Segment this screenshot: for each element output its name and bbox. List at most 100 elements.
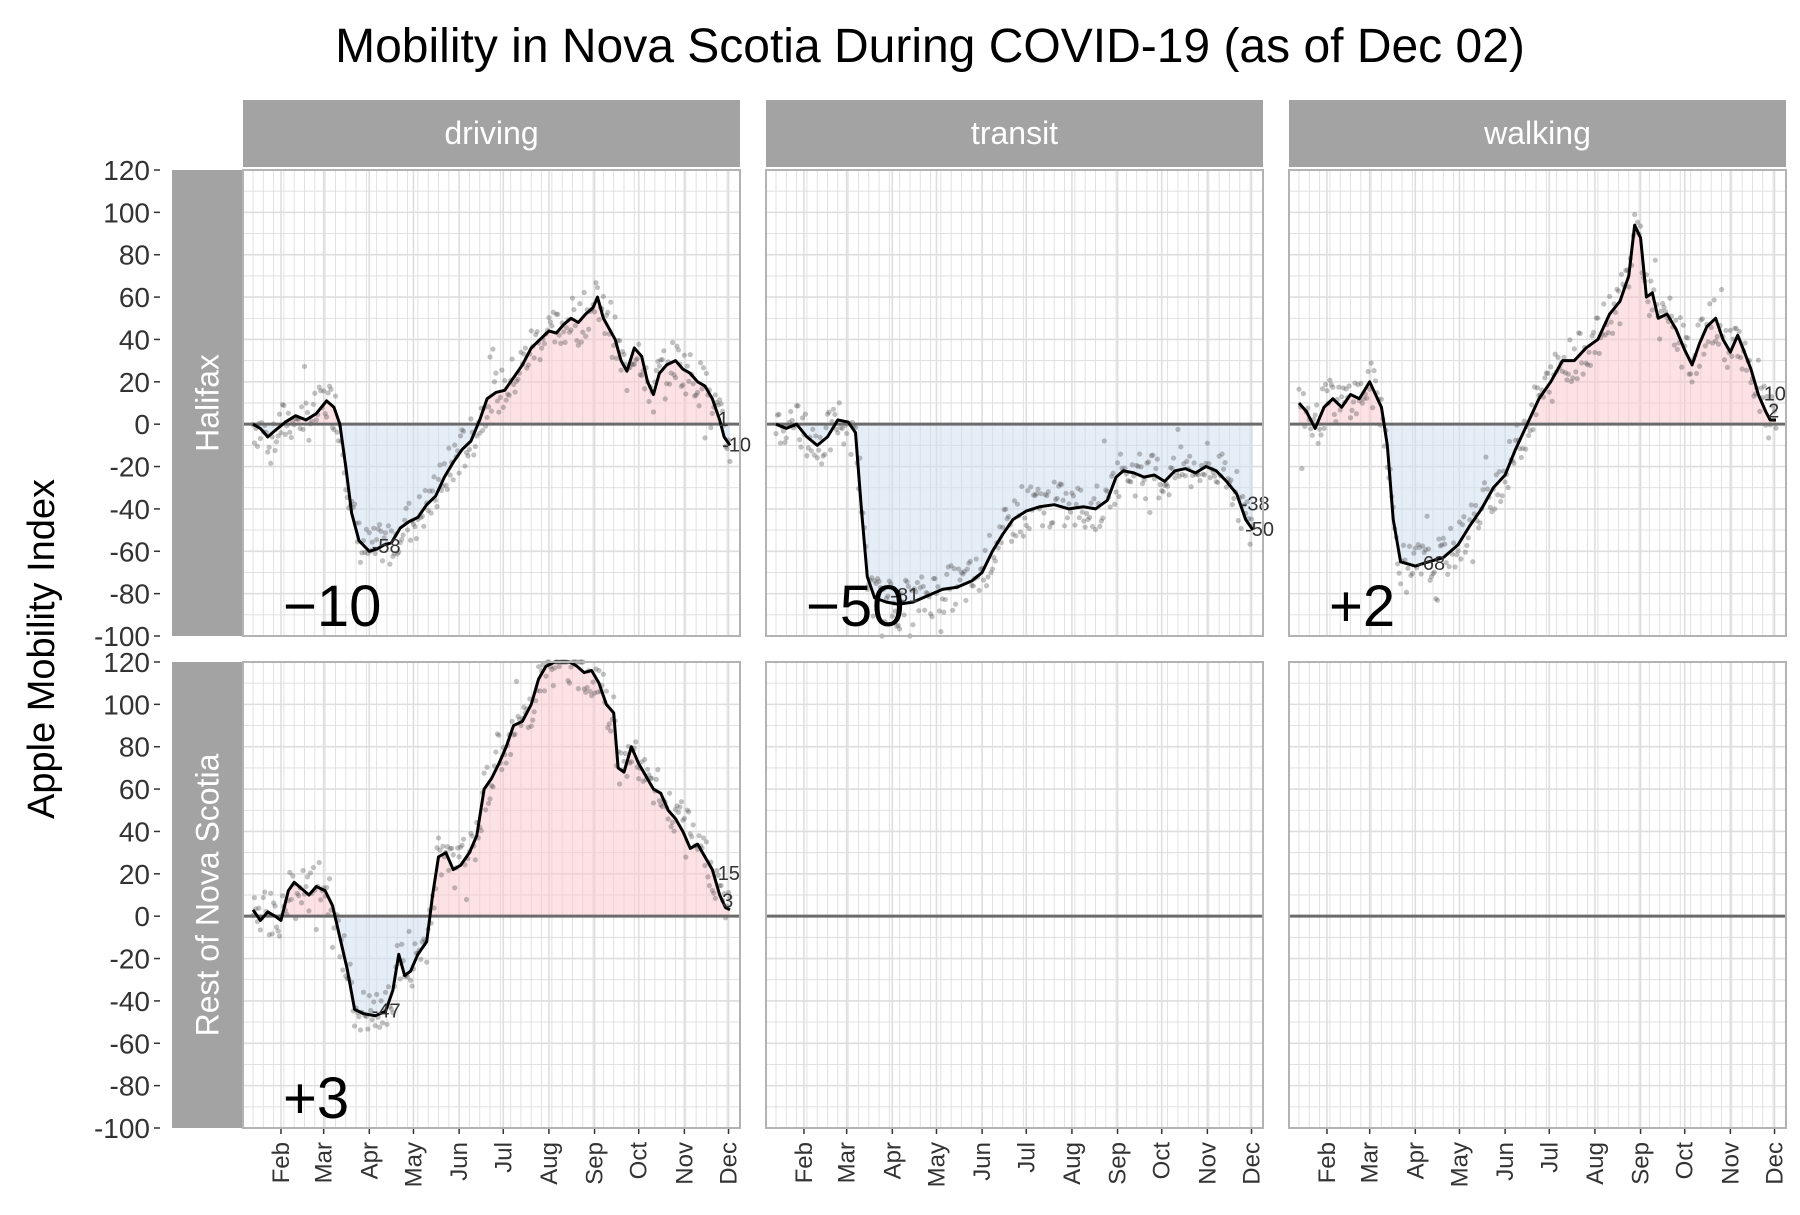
data-point	[876, 578, 882, 584]
data-point	[1138, 464, 1144, 470]
facet-strip-bg	[243, 100, 740, 167]
data-point	[1172, 475, 1178, 481]
data-point	[1001, 507, 1007, 513]
panel-border	[242, 169, 741, 637]
y-tick-label: -80	[110, 1071, 150, 1102]
data-point	[288, 896, 294, 903]
data-point	[460, 836, 467, 842]
data-point	[334, 429, 340, 435]
data-point	[1300, 391, 1307, 397]
data-point	[1403, 589, 1410, 595]
data-point	[683, 854, 689, 860]
data-point	[471, 452, 477, 458]
data-point	[957, 577, 963, 583]
data-point	[662, 396, 668, 402]
data-point	[525, 724, 531, 731]
data-point	[340, 967, 346, 973]
data-point	[1735, 353, 1741, 359]
data-point	[798, 444, 804, 450]
data-point	[1548, 364, 1554, 370]
data-point	[1657, 336, 1663, 342]
data-point	[369, 539, 375, 545]
data-point	[1584, 362, 1591, 368]
data-point	[279, 893, 286, 899]
data-point	[1733, 325, 1739, 332]
data-point	[606, 721, 612, 727]
data-point	[1061, 523, 1068, 529]
data-point	[1204, 440, 1210, 446]
data-point	[642, 386, 648, 392]
data-point	[821, 451, 828, 457]
data-point	[1496, 469, 1502, 475]
data-point	[917, 585, 923, 591]
facet-row-strip-bg	[172, 662, 243, 1128]
data-point	[1378, 396, 1385, 402]
data-point	[1589, 333, 1595, 339]
data-point	[536, 664, 542, 670]
data-point	[995, 545, 1001, 551]
data-point	[402, 517, 408, 523]
data-point	[374, 991, 380, 997]
data-point	[1059, 481, 1065, 488]
data-point	[1188, 484, 1194, 490]
data-point	[724, 445, 730, 452]
data-point	[942, 596, 948, 603]
data-point	[477, 430, 483, 436]
data-point	[403, 505, 409, 511]
data-label: 3	[722, 890, 733, 912]
data-point	[347, 961, 353, 967]
data-point	[1026, 525, 1032, 532]
data-point	[668, 370, 674, 376]
data-point	[668, 824, 674, 830]
data-point	[1549, 398, 1555, 404]
data-point	[1056, 483, 1062, 489]
data-point	[600, 293, 606, 300]
series-line	[252, 295, 732, 553]
data-label: 1	[718, 409, 729, 431]
data-point	[306, 437, 312, 443]
data-point	[589, 693, 595, 699]
data-point	[631, 361, 637, 367]
data-point	[1679, 364, 1685, 370]
data-point	[1346, 383, 1352, 389]
data-point	[490, 784, 496, 790]
facet-strip-bg	[766, 100, 1263, 167]
data-point	[927, 611, 934, 617]
data-point	[447, 846, 453, 852]
data-point	[826, 409, 832, 415]
y-tick-label: 0	[134, 409, 150, 440]
data-point	[424, 959, 430, 965]
data-point	[1047, 524, 1053, 530]
data-point	[1017, 529, 1023, 535]
data-point	[275, 433, 281, 439]
data-point	[313, 417, 319, 423]
data-point	[593, 666, 599, 672]
data-point	[1626, 284, 1632, 290]
data-point	[814, 455, 820, 461]
data-point	[561, 329, 567, 335]
data-point	[848, 451, 854, 457]
panel-halifax-driving: -58 1 -10 −10	[242, 169, 751, 639]
data-point	[1200, 471, 1206, 477]
y-tick-label: -80	[110, 579, 150, 610]
data-label: -10	[722, 434, 751, 456]
data-point	[1141, 477, 1147, 483]
data-point	[1079, 509, 1085, 515]
data-point	[268, 460, 274, 466]
data-point	[782, 439, 788, 446]
data-point	[457, 433, 464, 439]
data-point	[1228, 477, 1234, 483]
panel-rest-of-nova-scotia-driving: -47 15 3 +3	[242, 659, 741, 1131]
data-point	[941, 609, 947, 615]
data-point	[808, 448, 814, 454]
data-point	[1761, 383, 1767, 389]
facet-strip-bg	[1289, 100, 1786, 167]
data-point	[549, 666, 555, 673]
data-point	[271, 900, 277, 906]
data-point	[872, 578, 878, 584]
data-point	[575, 686, 581, 692]
data-point	[671, 828, 677, 834]
data-point	[1529, 402, 1535, 408]
data-point	[1235, 517, 1241, 524]
data-point	[455, 845, 461, 851]
